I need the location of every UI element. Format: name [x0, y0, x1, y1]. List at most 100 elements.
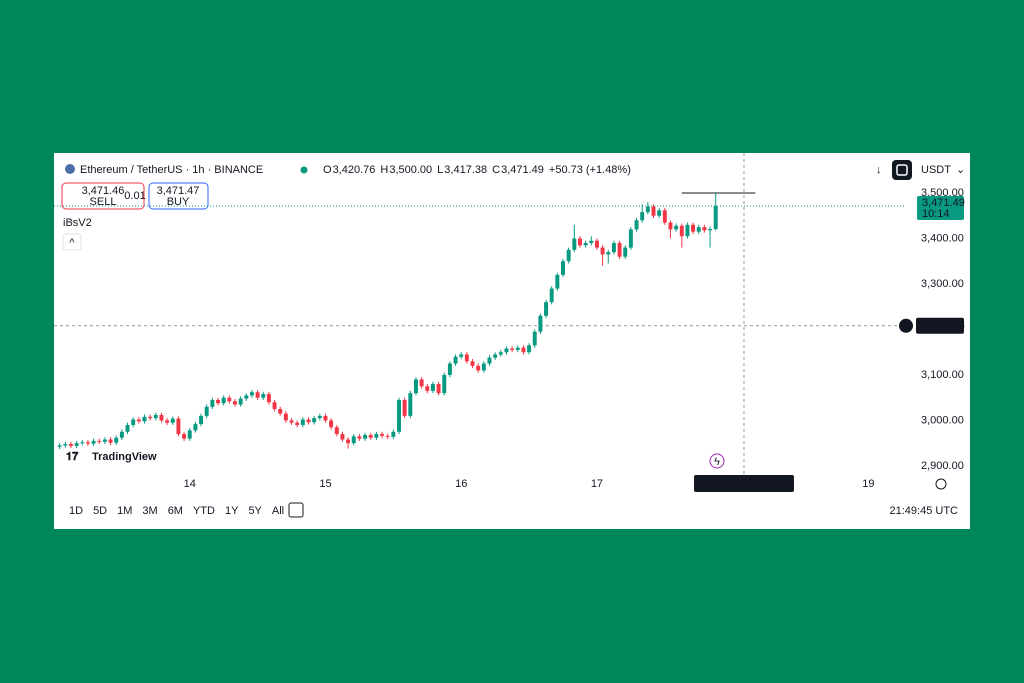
add-alert-button[interactable]: [899, 318, 913, 333]
timeframe-button[interactable]: 3M: [142, 505, 157, 517]
clock: 21:49:45 UTC: [890, 505, 959, 517]
ohlc-value: 3,420.76: [333, 164, 376, 176]
collapse-button[interactable]: [62, 233, 82, 251]
timeframe-button[interactable]: 1M: [117, 505, 132, 517]
x-tick-label: 17: [591, 478, 603, 490]
candle-body: [611, 243, 616, 253]
candle-body: [447, 363, 452, 375]
timeframe-button[interactable]: 5Y: [248, 505, 262, 517]
timeframe-button[interactable]: All: [272, 505, 284, 517]
y-tick-label: 3,300.00: [921, 278, 964, 290]
add-alert-icon: +: [903, 321, 909, 333]
x-tick-label: 14: [184, 478, 196, 490]
candle-body: [442, 374, 447, 394]
candle-body: [634, 220, 639, 230]
candle-body: [266, 394, 271, 403]
candle-body: [244, 395, 249, 399]
candle-body: [419, 379, 424, 387]
ohlc-key: L: [437, 164, 443, 176]
candle-body: [430, 384, 435, 391]
candle-body: [261, 394, 266, 398]
timeframe-button[interactable]: YTD: [193, 505, 215, 517]
candle-body: [238, 398, 243, 405]
candle-body: [657, 210, 662, 216]
candle-body: [351, 436, 356, 444]
ohlc-key: C: [492, 164, 500, 176]
candle-body: [306, 419, 311, 423]
candle-body: [408, 393, 413, 416]
y-tick-label: 2,900.00: [921, 460, 964, 472]
candle-body: [227, 397, 232, 402]
candle-body: [391, 431, 396, 437]
candle-body: [63, 444, 68, 446]
candle-body: [487, 357, 492, 364]
x-tick-label: 19: [862, 478, 874, 490]
crosshair-time-label: 02:00: [763, 478, 791, 490]
candle-body: [85, 442, 90, 444]
timeframe-button[interactable]: 1D: [69, 505, 83, 517]
event-bolt: ϟ: [714, 456, 720, 468]
sell-label: SELL: [90, 196, 117, 208]
candle-body: [255, 392, 260, 398]
candle-body: [165, 420, 170, 423]
candle-body: [425, 386, 430, 391]
sell-button[interactable]: [61, 182, 145, 210]
candle-body: [97, 440, 102, 442]
candle-body: [436, 384, 441, 394]
timeframe-button[interactable]: 6M: [168, 505, 183, 517]
candle-body: [193, 424, 198, 431]
candle-body: [397, 399, 401, 432]
settings-icon[interactable]: [935, 478, 947, 490]
candle-body: [662, 210, 667, 223]
candle-body: [125, 424, 130, 432]
candle-body: [216, 399, 220, 404]
spread: 0.01: [124, 190, 145, 202]
candle-body: [600, 247, 605, 255]
buy-label: BUY: [167, 196, 190, 208]
candle-body: [289, 420, 294, 423]
logo: TradingView: [92, 451, 157, 463]
x-tick-label: 15: [319, 478, 331, 490]
compare-icon[interactable]: [288, 502, 304, 518]
candle-body: [346, 439, 351, 444]
ohlc-key: O: [323, 164, 332, 176]
timeframe-button[interactable]: 5D: [93, 505, 107, 517]
buy-button[interactable]: [148, 182, 209, 210]
ohlc-value: 3,417.38: [444, 164, 487, 176]
currency[interactable]: USDT: [921, 164, 951, 176]
candle-body: [476, 365, 481, 371]
candle-body: [674, 225, 679, 230]
timeframe-button[interactable]: 1Y: [225, 505, 239, 517]
download-icon[interactable]: ↓: [876, 164, 882, 176]
crosshair-date-badge: [693, 475, 794, 492]
candle-body: [453, 356, 458, 364]
candle-body: [182, 434, 187, 439]
y-tick-label: 3,500.00: [921, 187, 964, 199]
logo-mark: 𝟏𝟕: [66, 451, 79, 463]
chart-panel: [54, 153, 970, 529]
candle-body: [119, 431, 124, 438]
fullscreen-button[interactable]: [892, 160, 912, 180]
candle-body: [566, 249, 571, 262]
y-tick-label: 3,400.00: [921, 232, 964, 244]
event-icon[interactable]: [709, 453, 725, 469]
crosshair-price-label: 3,208.03: [922, 320, 965, 332]
sell-price: 3,471.46: [82, 185, 125, 197]
candle-body: [170, 418, 175, 423]
candle-body: [136, 419, 141, 422]
candle-body: [295, 422, 300, 425]
ohlc-value: 3,471.49: [501, 164, 544, 176]
candle-body: [481, 363, 486, 371]
candle-body: [142, 416, 147, 422]
symbol-icon: [65, 164, 75, 174]
candle-body: [153, 414, 158, 419]
candle-body: [334, 427, 339, 435]
candle-body: [283, 413, 288, 421]
currency-caret: ⌄: [956, 164, 965, 176]
x-tick-label: 16: [455, 478, 467, 490]
candle-body: [515, 347, 520, 350]
candle-body: [102, 439, 107, 442]
candle-body: [498, 352, 503, 355]
candle-body: [385, 435, 390, 437]
candle-body: [527, 345, 532, 353]
